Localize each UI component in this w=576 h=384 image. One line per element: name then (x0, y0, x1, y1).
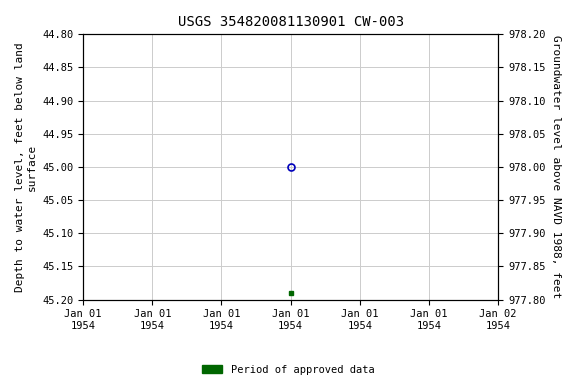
Y-axis label: Groundwater level above NAVD 1988, feet: Groundwater level above NAVD 1988, feet (551, 35, 561, 298)
Y-axis label: Depth to water level, feet below land
surface: Depth to water level, feet below land su… (15, 42, 37, 292)
Legend: Period of approved data: Period of approved data (198, 361, 378, 379)
Title: USGS 354820081130901 CW-003: USGS 354820081130901 CW-003 (177, 15, 404, 29)
